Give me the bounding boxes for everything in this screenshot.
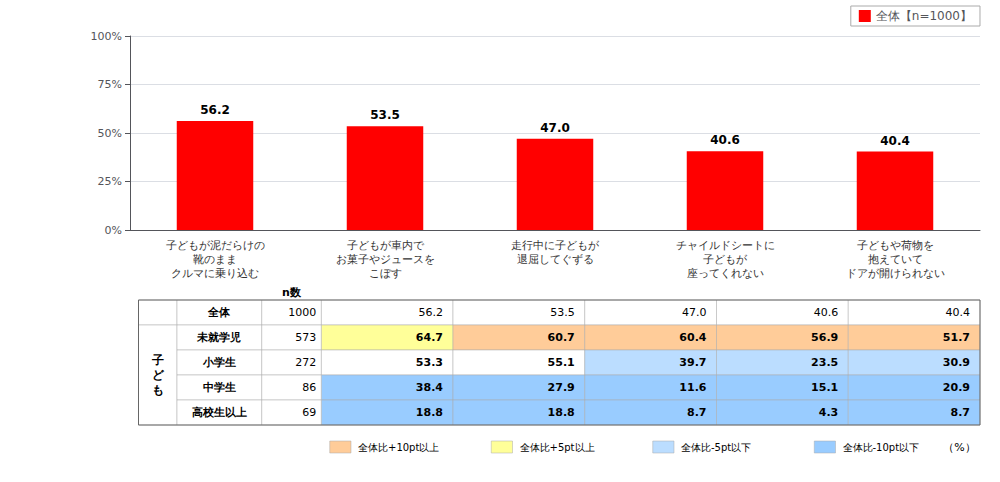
svg-text:退屈してぐずる: 退屈してぐずる: [517, 253, 594, 266]
svg-text:272: 272: [295, 356, 316, 369]
svg-text:53.5: 53.5: [550, 306, 575, 319]
svg-text:18.8: 18.8: [416, 406, 443, 419]
svg-text:53.5: 53.5: [370, 108, 400, 122]
svg-text:子: 子: [151, 353, 164, 367]
svg-text:51.7: 51.7: [943, 331, 970, 344]
svg-text:38.4: 38.4: [416, 381, 443, 394]
svg-text:全体比-5pt以下: 全体比-5pt以下: [681, 442, 751, 453]
svg-text:子どもが: 子どもが: [703, 253, 748, 266]
svg-text:20.9: 20.9: [943, 381, 970, 394]
svg-text:23.5: 23.5: [811, 356, 838, 369]
svg-text:8.7: 8.7: [687, 406, 707, 419]
svg-text:56.9: 56.9: [811, 331, 838, 344]
svg-text:全体: 全体: [207, 306, 231, 319]
svg-text:（%）: （%）: [943, 441, 975, 454]
svg-text:25%: 25%: [98, 175, 122, 188]
svg-text:40.6: 40.6: [814, 306, 839, 319]
svg-text:55.1: 55.1: [548, 356, 575, 369]
svg-text:39.7: 39.7: [679, 356, 706, 369]
svg-text:中学生: 中学生: [203, 381, 236, 394]
svg-text:75%: 75%: [98, 78, 122, 91]
svg-text:47.0: 47.0: [682, 306, 707, 319]
svg-text:ど: ど: [152, 368, 165, 382]
svg-text:60.4: 60.4: [679, 331, 706, 344]
svg-text:お菓子やジュースを: お菓子やジュースを: [336, 253, 435, 266]
svg-text:子どもや荷物を: 子どもや荷物を: [857, 239, 934, 252]
svg-text:47.0: 47.0: [540, 121, 570, 135]
svg-text:11.6: 11.6: [679, 381, 706, 394]
svg-text:全体【n=1000】: 全体【n=1000】: [876, 9, 972, 23]
svg-text:30.9: 30.9: [943, 356, 970, 369]
svg-text:子どもが泥だらけの: 子どもが泥だらけの: [166, 239, 265, 252]
svg-text:86: 86: [302, 381, 316, 394]
svg-text:チャイルドシートに: チャイルドシートに: [676, 239, 775, 252]
svg-text:小学生: 小学生: [202, 356, 236, 369]
svg-text:全体比+5pt以上: 全体比+5pt以上: [520, 442, 595, 453]
svg-text:100%: 100%: [91, 30, 122, 43]
svg-text:56.2: 56.2: [200, 103, 230, 117]
svg-text:573: 573: [295, 331, 316, 344]
svg-text:子どもが車内で: 子どもが車内で: [347, 239, 425, 252]
svg-text:全体比+10pt以上: 全体比+10pt以上: [358, 442, 439, 453]
svg-text:40.4: 40.4: [946, 306, 971, 319]
svg-text:未就学児: 未就学児: [196, 331, 241, 344]
svg-text:座ってくれない: 座ってくれない: [687, 267, 764, 280]
svg-text:8.7: 8.7: [951, 406, 971, 419]
svg-text:1000: 1000: [288, 306, 316, 319]
svg-text:53.3: 53.3: [416, 356, 443, 369]
svg-text:全体比-10pt以下: 全体比-10pt以下: [843, 442, 920, 453]
svg-text:n数: n数: [282, 286, 302, 299]
svg-text:50%: 50%: [98, 127, 122, 140]
svg-text:18.8: 18.8: [548, 406, 575, 419]
svg-text:こぼす: こぼす: [369, 267, 402, 280]
svg-text:ドアが開けられない: ドアが開けられない: [846, 267, 945, 280]
svg-text:4.3: 4.3: [819, 406, 839, 419]
svg-text:40.6: 40.6: [710, 133, 740, 147]
svg-text:クルマに乗り込む: クルマに乗り込む: [171, 267, 259, 280]
svg-text:抱えていて: 抱えていて: [868, 253, 923, 266]
svg-text:高校生以上: 高校生以上: [192, 406, 247, 419]
svg-text:靴のまま: 靴のまま: [193, 253, 237, 266]
svg-text:15.1: 15.1: [811, 381, 838, 394]
svg-text:56.2: 56.2: [419, 306, 444, 319]
svg-text:27.9: 27.9: [548, 381, 575, 394]
svg-text:69: 69: [302, 406, 316, 419]
svg-text:40.4: 40.4: [880, 134, 910, 148]
svg-text:走行中に子どもが: 走行中に子どもが: [511, 239, 600, 252]
svg-text:60.7: 60.7: [548, 331, 575, 344]
svg-text:も: も: [152, 383, 164, 397]
svg-text:0%: 0%: [105, 224, 122, 237]
svg-text:64.7: 64.7: [416, 331, 443, 344]
